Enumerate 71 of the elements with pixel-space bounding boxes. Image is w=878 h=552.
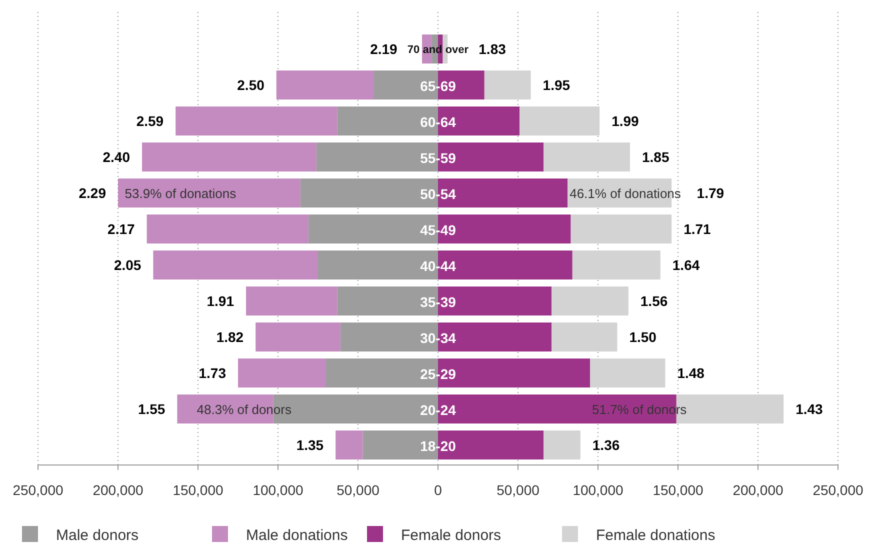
y-tick-label: 35-39	[420, 294, 456, 310]
x-tick-label: 150,000	[172, 482, 224, 498]
bar	[520, 106, 600, 136]
x-tick-label: 200,000	[92, 482, 144, 498]
annotation: 1.73	[198, 365, 226, 381]
bar	[336, 430, 363, 460]
x-tick-label: 150,000	[652, 482, 704, 498]
annotation: 2.17	[108, 221, 136, 237]
x-tick-label: 100,000	[252, 482, 304, 498]
bar	[256, 322, 340, 352]
annotation: 2.50	[237, 77, 265, 93]
bar	[572, 250, 660, 280]
annotation: 1.43	[796, 401, 824, 417]
annotation: 1.35	[296, 437, 324, 453]
annotation: 53.9% of donations	[124, 186, 237, 201]
annotation: 1.71	[684, 221, 712, 237]
y-tick-label: 55-59	[420, 150, 456, 166]
annotation: 46.1% of donations	[570, 186, 682, 201]
annotation: 1.56	[640, 293, 668, 309]
annotation: 2.29	[78, 185, 106, 201]
bar	[246, 286, 338, 316]
legend-label: Female donations	[596, 527, 716, 544]
bar	[153, 250, 318, 280]
annotation: 1.82	[216, 329, 244, 345]
y-tick-label: 60-64	[420, 114, 456, 130]
y-tick-label: 18-20	[420, 438, 456, 454]
annotation: 2.59	[136, 113, 164, 129]
legend-label: Male donations	[246, 527, 348, 544]
y-tick-label: 30-34	[420, 330, 456, 346]
legend-label: Male donors	[56, 527, 139, 544]
annotation: 1.83	[478, 41, 506, 57]
bar	[544, 142, 630, 172]
annotation: 1.55	[138, 401, 166, 417]
annotation: 1.50	[629, 329, 657, 345]
x-tick-label: 100,000	[572, 482, 624, 498]
bar	[570, 214, 672, 244]
x-tick-label: 0	[434, 482, 442, 498]
annotation: 48.3% of donors	[196, 402, 292, 417]
annotation: 1.48	[677, 365, 705, 381]
y-tick-label: 25-29	[420, 366, 456, 382]
bar	[176, 106, 338, 136]
legend-label: Female donors	[401, 527, 502, 544]
annotation: 1.36	[592, 437, 620, 453]
y-tick-label: 40-44	[420, 258, 456, 274]
bar	[142, 142, 316, 172]
annotation: 1.85	[642, 149, 670, 165]
bar	[118, 178, 300, 208]
x-tick-label: 250,000	[12, 482, 64, 498]
y-tick-label: 20-24	[420, 402, 456, 418]
x-tick-label: 250,000	[812, 482, 864, 498]
x-tick-label: 200,000	[732, 482, 784, 498]
bar	[544, 430, 580, 460]
annotation: 1.64	[672, 257, 700, 273]
x-tick-label: 50,000	[336, 482, 380, 498]
annotation: 2.05	[114, 257, 142, 273]
y-tick-label: 65-69	[420, 78, 456, 94]
annotation: 1.91	[206, 293, 234, 309]
bar	[276, 70, 374, 100]
bar	[552, 322, 618, 352]
bar	[146, 214, 308, 244]
annotation: 2.19	[370, 41, 398, 57]
y-tick-label: 50-54	[420, 186, 456, 202]
bar	[484, 70, 531, 100]
annotation: 2.40	[102, 149, 130, 165]
bar	[238, 358, 326, 388]
bar	[590, 358, 666, 388]
x-tick-label: 50,000	[496, 482, 540, 498]
annotation: 1.99	[612, 113, 640, 129]
annotation: 1.79	[696, 185, 724, 201]
annotation: 1.95	[542, 77, 570, 93]
bar	[552, 286, 628, 316]
